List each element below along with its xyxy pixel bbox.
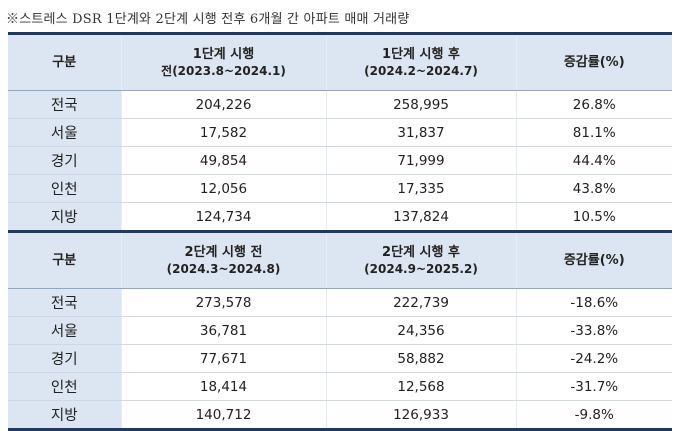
region-cell: 경기 bbox=[8, 146, 122, 175]
table-row: 인천 12,056 17,335 43.8% bbox=[8, 174, 672, 203]
change-cell: 26.8% bbox=[516, 90, 672, 119]
header-category: 구분 bbox=[8, 230, 122, 289]
after-cell: 71,999 bbox=[326, 146, 517, 175]
region-cell: 인천 bbox=[8, 372, 122, 401]
before-cell: 12,056 bbox=[121, 174, 327, 203]
after-cell: 31,837 bbox=[326, 118, 517, 147]
header-after: 1단계 시행 후 (2024.2~2024.7) bbox=[326, 32, 517, 91]
region-cell: 지방 bbox=[8, 400, 122, 431]
region-cell: 지방 bbox=[8, 202, 122, 232]
change-cell: -31.7% bbox=[516, 372, 672, 401]
header-change: 증감률(%) bbox=[516, 32, 672, 91]
before-cell: 77,671 bbox=[121, 344, 327, 373]
region-cell: 서울 bbox=[8, 316, 122, 345]
after-cell: 222,739 bbox=[326, 288, 517, 317]
transaction-table: 구분 1단계 시행 전(2023.8~2024.1) 1단계 시행 후 (2024.… bbox=[8, 32, 672, 431]
table-row: 경기 49,854 71,999 44.4% bbox=[8, 146, 672, 175]
before-cell: 17,582 bbox=[121, 118, 327, 147]
before-cell: 273,578 bbox=[121, 288, 327, 317]
header-before: 1단계 시행 전(2023.8~2024.1) bbox=[121, 32, 327, 91]
change-cell: -9.8% bbox=[516, 400, 672, 431]
before-cell: 124,734 bbox=[121, 202, 327, 232]
table-row: 인천 18,414 12,568 -31.7% bbox=[8, 372, 672, 401]
region-cell: 인천 bbox=[8, 174, 122, 203]
section1-header-row: 구분 1단계 시행 전(2023.8~2024.1) 1단계 시행 후 (2024.… bbox=[8, 32, 672, 91]
header-after: 2단계 시행 후 (2024.9~2025.2) bbox=[326, 230, 517, 289]
before-cell: 49,854 bbox=[121, 146, 327, 175]
after-cell: 58,882 bbox=[326, 344, 517, 373]
region-cell: 전국 bbox=[8, 288, 122, 317]
after-cell: 258,995 bbox=[326, 90, 517, 119]
table-row: 서울 36,781 24,356 -33.8% bbox=[8, 316, 672, 345]
before-cell: 204,226 bbox=[121, 90, 327, 119]
change-cell: 44.4% bbox=[516, 146, 672, 175]
table-caption: ※스트레스 DSR 1단계와 2단계 시행 전후 6개월 간 아파트 매매 거래… bbox=[6, 12, 410, 27]
change-cell: -18.6% bbox=[516, 288, 672, 317]
after-cell: 24,356 bbox=[326, 316, 517, 345]
header-change: 증감률(%) bbox=[516, 230, 672, 289]
region-cell: 서울 bbox=[8, 118, 122, 147]
table-row: 서울 17,582 31,837 81.1% bbox=[8, 118, 672, 147]
after-cell: 126,933 bbox=[326, 400, 517, 431]
table-row: 지방 140,712 126,933 -9.8% bbox=[8, 400, 672, 431]
header-category: 구분 bbox=[8, 32, 122, 91]
before-cell: 18,414 bbox=[121, 372, 327, 401]
change-cell: 43.8% bbox=[516, 174, 672, 203]
section2-header-row: 구분 2단계 시행 전 (2024.3~2024.8) 2단계 시행 후 (2024… bbox=[8, 230, 672, 289]
after-cell: 17,335 bbox=[326, 174, 517, 203]
table-row: 지방 124,734 137,824 10.5% bbox=[8, 202, 672, 232]
table-row: 경기 77,671 58,882 -24.2% bbox=[8, 344, 672, 373]
after-cell: 12,568 bbox=[326, 372, 517, 401]
change-cell: 81.1% bbox=[516, 118, 672, 147]
region-cell: 전국 bbox=[8, 90, 122, 119]
before-cell: 140,712 bbox=[121, 400, 327, 431]
region-cell: 경기 bbox=[8, 344, 122, 373]
table-row: 전국 273,578 222,739 -18.6% bbox=[8, 288, 672, 317]
header-before: 2단계 시행 전 (2024.3~2024.8) bbox=[121, 230, 327, 289]
change-cell: -24.2% bbox=[516, 344, 672, 373]
change-cell: -33.8% bbox=[516, 316, 672, 345]
after-cell: 137,824 bbox=[326, 202, 517, 232]
table-row: 전국 204,226 258,995 26.8% bbox=[8, 90, 672, 119]
change-cell: 10.5% bbox=[516, 202, 672, 232]
before-cell: 36,781 bbox=[121, 316, 327, 345]
